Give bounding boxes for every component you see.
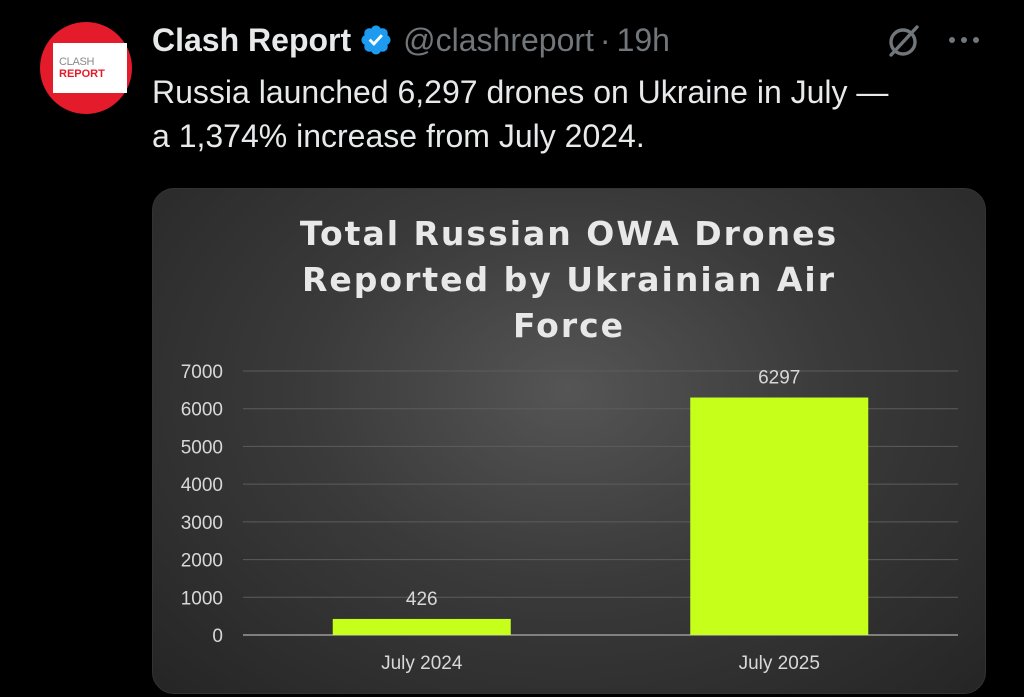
y-tick-label: 6000 — [181, 400, 223, 421]
separator-dot: · — [599, 21, 611, 58]
user-handle[interactable]: @clashreport — [403, 21, 594, 58]
y-tick-label: 3000 — [181, 513, 223, 534]
tweet-header: Clash Report @clashreport · 19h — [152, 18, 670, 62]
bar-chart: 0 1000 2000 3000 4000 5000 6000 7000 426 July 202… — [181, 362, 958, 674]
x-tick-label: July 2024 — [381, 653, 463, 674]
logo-top-text: CLASH — [59, 55, 95, 68]
y-tick-label: 5000 — [181, 437, 223, 458]
verified-badge-icon[interactable] — [359, 23, 393, 57]
timestamp[interactable]: 19h — [616, 21, 670, 58]
chart-title-line-3: Force — [512, 306, 626, 345]
y-tick-label: 0 — [212, 626, 223, 647]
tweet-text-line-1: Russia launched 6,297 drones on Ukraine … — [152, 74, 889, 110]
y-tick-label: 2000 — [181, 551, 223, 572]
tweet-text-line-2: a 1,374% increase from July 2024. — [152, 118, 645, 154]
y-tick-label: 7000 — [181, 362, 223, 383]
tweet-text: Russia launched 6,297 drones on Ukraine … — [152, 70, 992, 158]
bar — [690, 397, 869, 635]
data-label: 6297 — [758, 368, 800, 389]
chart-title: Total Russian OWA Drones Reported by Ukr… — [153, 211, 985, 349]
more-icon[interactable] — [944, 30, 984, 50]
x-tick-label: July 2025 — [739, 653, 820, 674]
grok-icon[interactable] — [884, 22, 922, 60]
chart-title-line-2: Reported by Ukrainian Air — [301, 260, 837, 299]
logo-bottom-text: REPORT — [59, 67, 105, 80]
avatar[interactable]: CLASH REPORT — [40, 22, 132, 114]
tweet-media-chart[interactable]: Total Russian OWA Drones Reported by Ukr… — [152, 188, 986, 694]
data-label: 426 — [406, 589, 438, 610]
bar — [332, 618, 511, 635]
clash-report-logo: CLASH REPORT — [53, 43, 127, 93]
display-name[interactable]: Clash Report — [152, 21, 352, 58]
chart-title-line-1: Total Russian OWA Drones — [299, 214, 839, 253]
y-tick-label: 1000 — [181, 588, 223, 609]
y-tick-label: 4000 — [181, 475, 223, 496]
